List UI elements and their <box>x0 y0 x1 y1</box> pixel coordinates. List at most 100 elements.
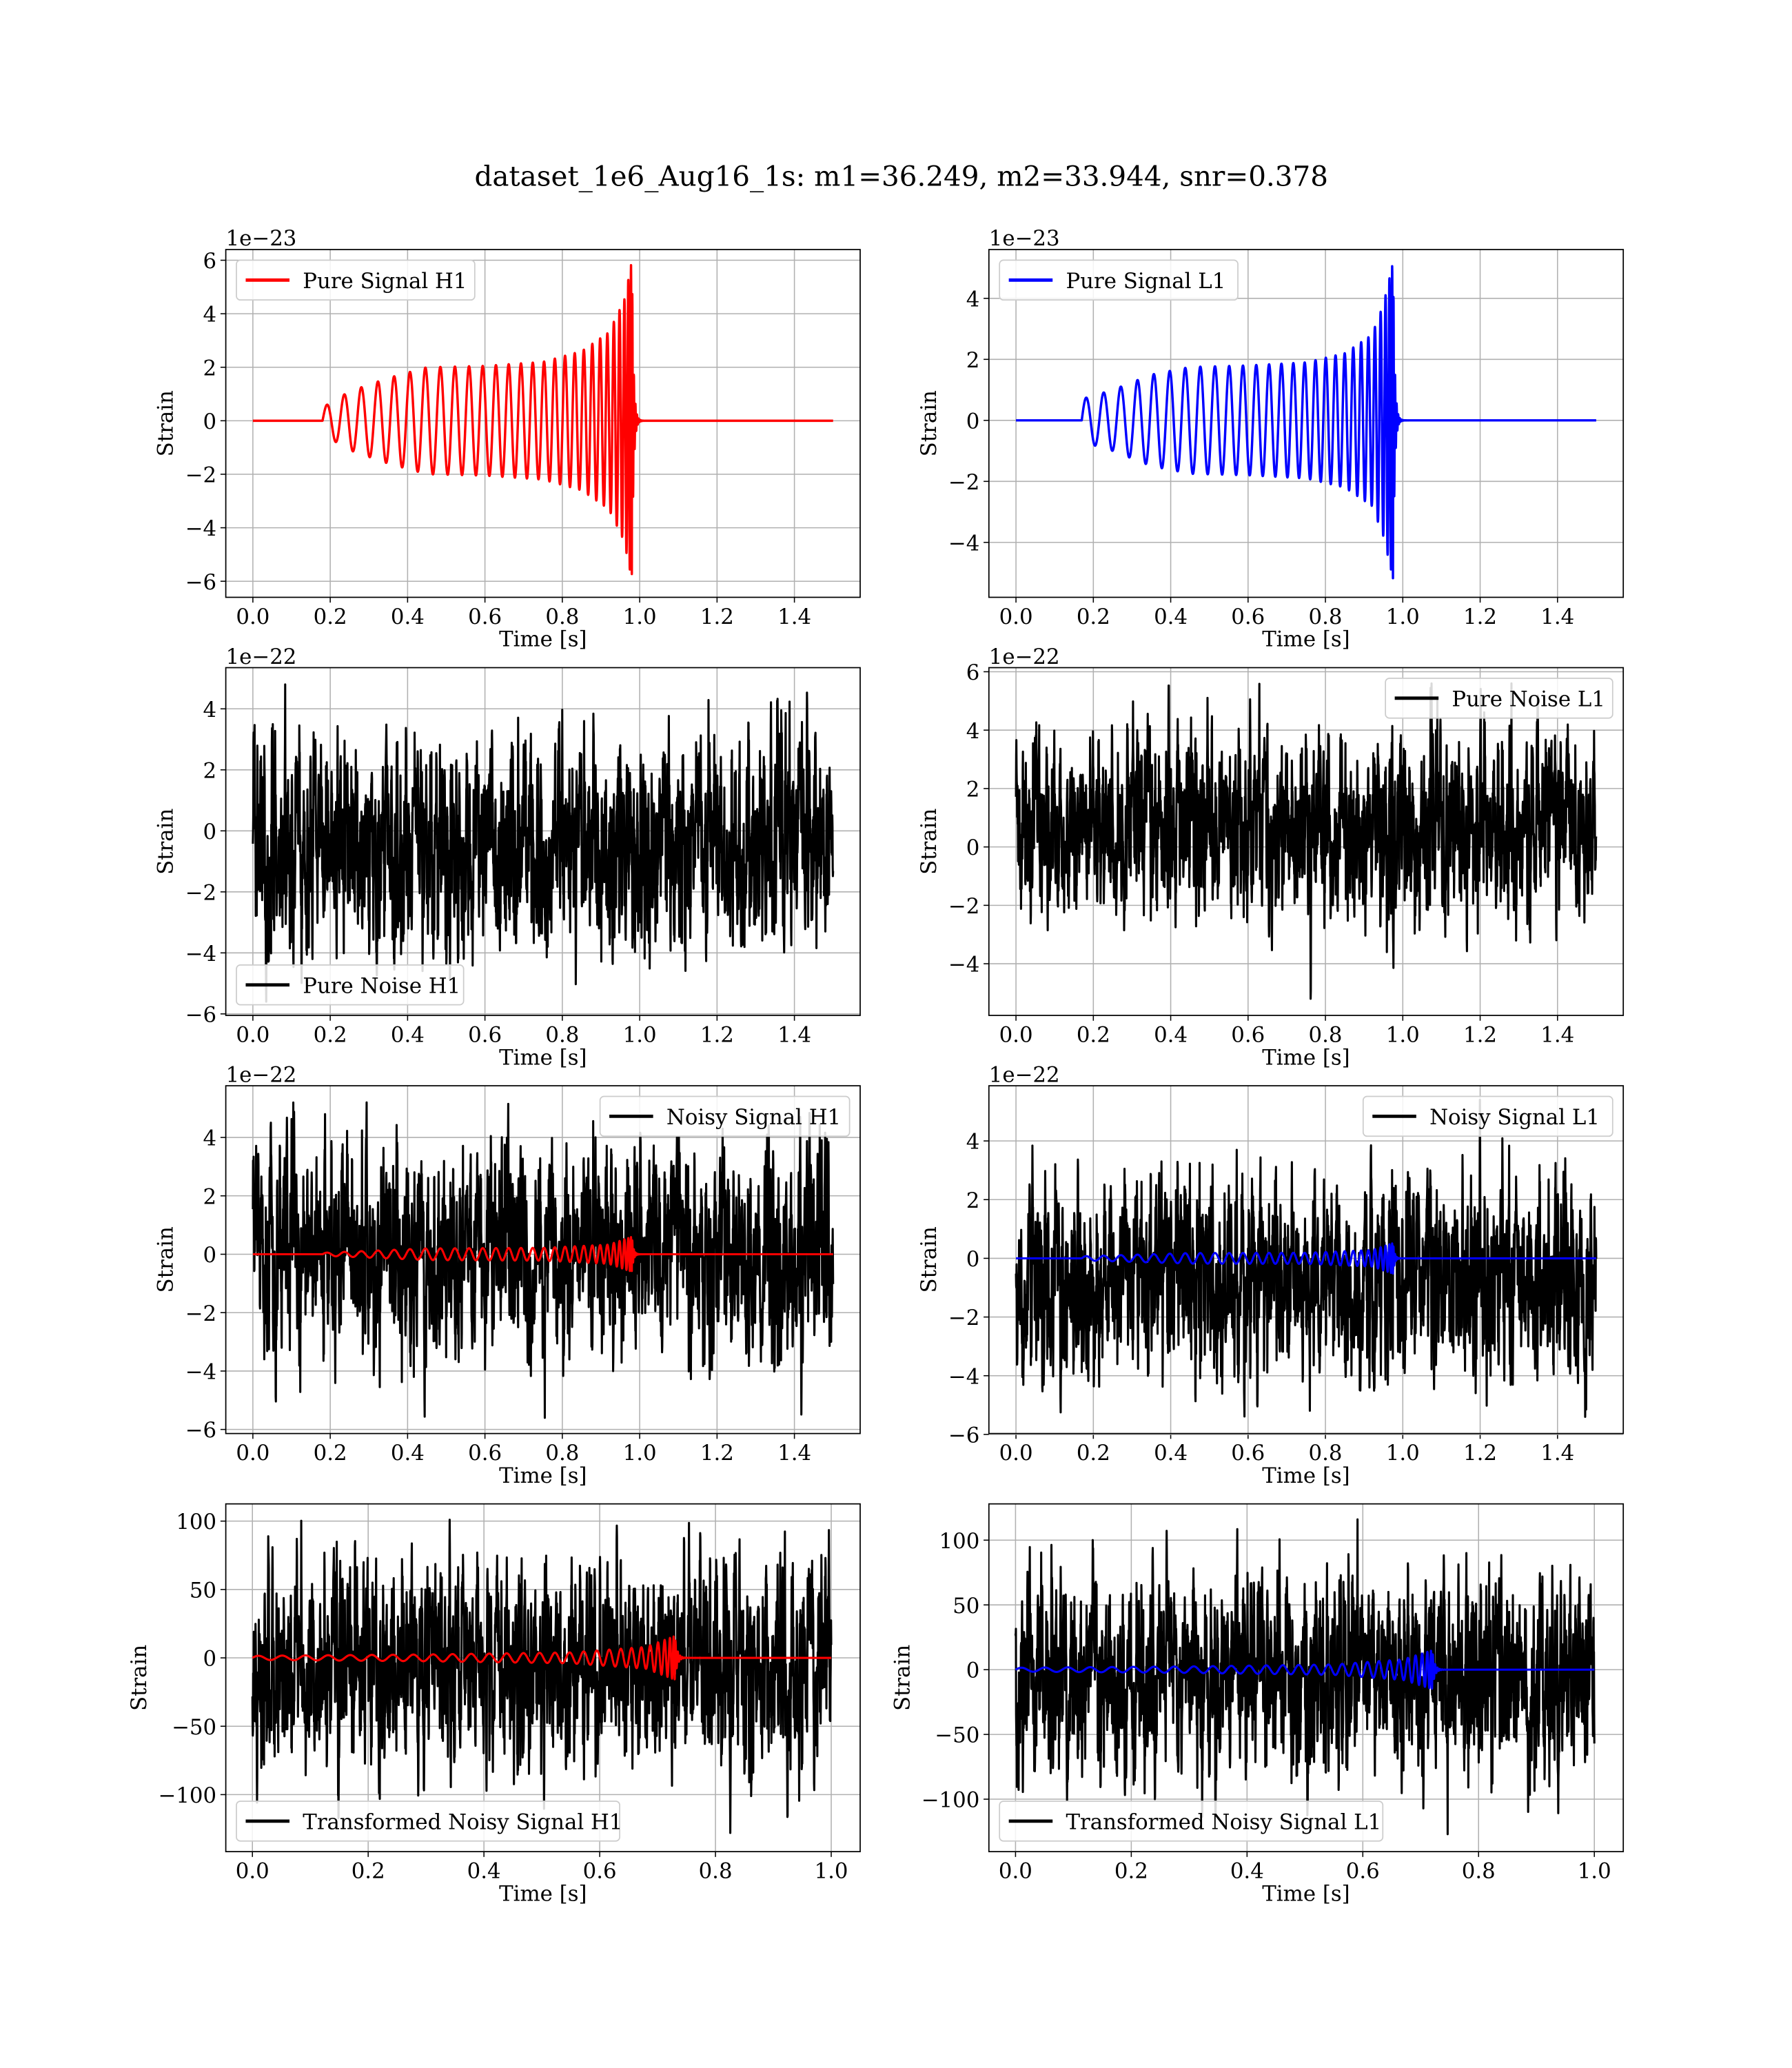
series-line-signal <box>251 1635 833 1681</box>
offset-text: 1e−22 <box>226 645 297 669</box>
x-tick-label: 0.0 <box>236 1023 269 1048</box>
y-tick-label: −2 <box>948 894 979 919</box>
legend: Pure Signal L1 <box>999 259 1239 301</box>
offset-text: 1e−22 <box>226 1062 297 1087</box>
axes-frame <box>225 667 861 1016</box>
legend-label: Pure Signal H1 <box>303 269 467 294</box>
x-axis-label: Time [s] <box>499 1463 587 1488</box>
x-tick-label: 0.8 <box>1462 1859 1496 1884</box>
x-tick-label: 0.0 <box>999 605 1033 629</box>
x-tick-label: 0.4 <box>391 1441 425 1466</box>
series-line-noise <box>252 1101 835 1419</box>
legend: Pure Noise H1 <box>236 964 465 1006</box>
y-tick-label: −2 <box>948 1306 979 1330</box>
x-tick-label: 0.8 <box>1309 605 1343 629</box>
x-tick-label: 0.8 <box>545 1023 579 1048</box>
y-axis-label: Strain <box>890 1645 915 1711</box>
x-tick-label: 0.2 <box>1077 1441 1110 1466</box>
x-tick-label: 0.4 <box>391 1023 425 1048</box>
series-group <box>1015 682 1598 1000</box>
x-tick-label: 1.4 <box>777 1441 811 1466</box>
x-tick-label: 1.0 <box>623 1441 657 1466</box>
x-tick-label: 1.2 <box>1463 1023 1497 1048</box>
y-tick-label: −100 <box>922 1788 980 1813</box>
axes-frame <box>988 249 1625 598</box>
x-tick-label: 0.6 <box>468 1023 502 1048</box>
x-tick-label: 1.2 <box>1463 605 1497 629</box>
legend: Pure Signal H1 <box>236 259 476 301</box>
y-tick-label: 0 <box>203 1647 217 1672</box>
legend: Transformed Noisy Signal L1 <box>999 1801 1384 1842</box>
x-tick-label: 1.4 <box>1540 1441 1574 1466</box>
x-tick-label: 0.0 <box>999 1859 1032 1884</box>
y-tick-label: 100 <box>939 1529 980 1554</box>
x-tick-label: 0.2 <box>352 1859 385 1884</box>
y-tick-label: 6 <box>966 660 980 685</box>
x-tick-label: 1.0 <box>1578 1859 1611 1884</box>
series-line-signal <box>252 264 835 576</box>
y-tick-label: −6 <box>948 1423 979 1448</box>
x-tick-label: 0.8 <box>1309 1023 1343 1048</box>
axes-frame <box>988 667 1625 1016</box>
x-tick-label: 0.4 <box>1154 1023 1188 1048</box>
legend-box <box>236 1801 620 1842</box>
subplot-noisy-signal-h1: 0.0 0.2 0.4 0.6 0.8 1.0 1.2 1.4 −6 −4 −2 0 2 4 Strain T… <box>154 1062 861 1488</box>
y-tick-label: 2 <box>203 758 217 783</box>
y-tick-label: 4 <box>966 719 980 744</box>
y-tick-label: 50 <box>190 1578 216 1603</box>
y-axis-label: Strain <box>917 809 941 875</box>
y-tick-label: 0 <box>966 409 980 434</box>
x-tick-label: 0.8 <box>545 605 579 629</box>
x-tick-label: 0.4 <box>391 605 425 629</box>
axes-frame <box>988 1085 1625 1435</box>
x-tick-label: 1.0 <box>1386 1023 1420 1048</box>
x-tick-label: 0.0 <box>999 1441 1033 1466</box>
legend: Transformed Noisy Signal H1 <box>236 1801 622 1842</box>
y-tick-label: −2 <box>185 463 216 488</box>
y-tick-label: 2 <box>966 777 980 802</box>
y-tick-label: 100 <box>176 1510 216 1534</box>
legend: Noisy Signal L1 <box>1362 1095 1613 1137</box>
series-group <box>252 264 835 576</box>
x-tick-label: 0.2 <box>314 605 347 629</box>
y-tick-label: 0 <box>966 1659 980 1683</box>
legend-label: Noisy Signal L1 <box>1429 1105 1600 1130</box>
series-group <box>252 1101 835 1419</box>
legend-box <box>1385 678 1613 719</box>
subplot-pure-signal-h1: 0.0 0.2 0.4 0.6 0.8 1.0 1.2 1.4 −6 −4 −2 0 2 4 6 Strain… <box>154 226 861 652</box>
x-axis-label: Time [s] <box>1262 1463 1350 1488</box>
x-tick-label: 1.0 <box>623 605 657 629</box>
legend-box <box>599 1095 851 1137</box>
y-tick-label: 0 <box>203 820 217 844</box>
legend-label: Pure Noise L1 <box>1452 687 1605 711</box>
x-tick-label: 0.8 <box>545 1441 579 1466</box>
y-tick-label: 0 <box>966 835 980 860</box>
x-tick-label: 1.4 <box>1540 605 1574 629</box>
y-tick-label: 0 <box>966 1247 980 1272</box>
x-tick-label: 0.6 <box>468 1441 502 1466</box>
x-tick-label: 1.2 <box>700 1023 734 1048</box>
x-axis-label: Time [s] <box>1262 1045 1350 1070</box>
subplot-transformed-noisy-signal-l1: 0.0 0.2 0.4 0.6 0.8 1.0 −100 −50 0 50 100 Strain Tim… <box>890 1503 1625 1906</box>
x-tick-label: 1.4 <box>1540 1023 1574 1048</box>
y-tick-label: −2 <box>185 1301 216 1326</box>
y-tick-label: −4 <box>185 942 216 966</box>
y-tick-label: 50 <box>953 1594 979 1619</box>
subplots-grid: 0.0 0.2 0.4 0.6 0.8 1.0 1.2 1.4 −6 −4 −2 0 2 4 6 Strain… <box>127 226 1625 1906</box>
y-tick-label: 2 <box>203 356 217 381</box>
y-tick-label: −6 <box>185 570 216 595</box>
x-tick-label: 0.6 <box>583 1859 617 1884</box>
series-group <box>1015 1098 1598 1418</box>
legend-label: Pure Signal L1 <box>1066 269 1225 294</box>
y-tick-label: −50 <box>935 1723 979 1748</box>
plot-area <box>988 250 1624 598</box>
series-line-noise <box>251 1519 833 1834</box>
y-tick-label: 4 <box>966 1130 980 1155</box>
y-tick-label: −2 <box>185 880 216 905</box>
x-axis-label: Time [s] <box>499 1881 587 1906</box>
plot-area <box>225 250 861 598</box>
y-tick-label: 4 <box>203 698 217 722</box>
series-group <box>1014 1518 1596 1836</box>
x-tick-label: 0.8 <box>1309 1441 1343 1466</box>
